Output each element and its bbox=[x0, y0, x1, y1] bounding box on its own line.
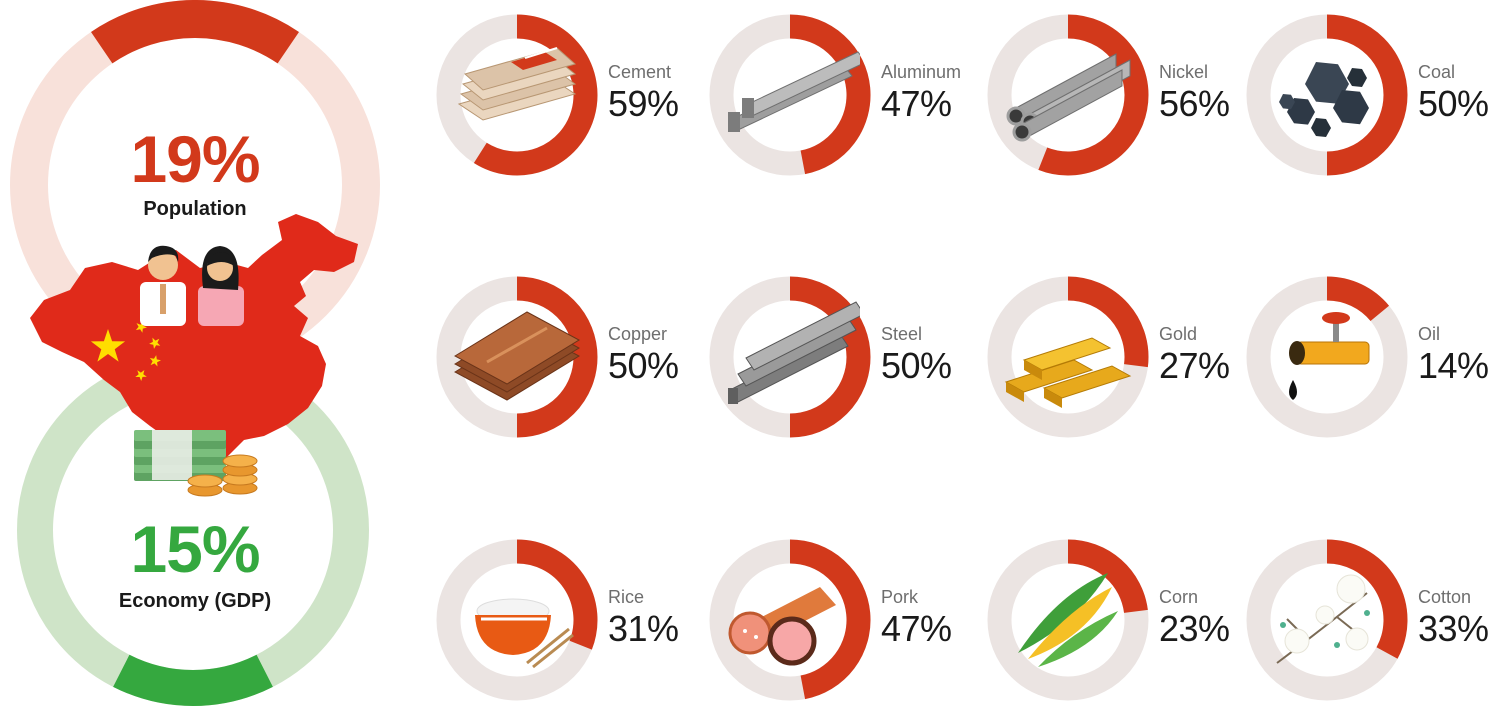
copper-percent: 50% bbox=[608, 345, 679, 386]
china-share-panel: 19% Population 15% Economy (GDP) bbox=[0, 0, 400, 707]
gold-share-arc bbox=[1067, 276, 1149, 368]
copper-donut bbox=[436, 276, 598, 438]
pork-share-arc bbox=[789, 539, 871, 700]
cement-share-arc bbox=[473, 14, 598, 176]
commodity-tile-nickel: Nickel 56% bbox=[983, 10, 1253, 180]
commodity-tile-aluminum: Aluminum 47% bbox=[705, 10, 975, 180]
oil-donut bbox=[1246, 276, 1408, 438]
cotton-percent: 33% bbox=[1418, 608, 1489, 649]
gold-bars-icon bbox=[1004, 337, 1132, 408]
steel-label: Steel bbox=[881, 324, 923, 344]
population-label: Population bbox=[143, 198, 247, 220]
commodity-tile-oil: Oil 14% bbox=[1242, 272, 1506, 442]
steel-beams-icon bbox=[728, 301, 860, 404]
nickel-label: Nickel bbox=[1159, 62, 1209, 82]
steel-share-arc bbox=[789, 276, 871, 438]
cement-bags-icon bbox=[457, 47, 577, 121]
steel-donut bbox=[709, 276, 871, 438]
aluminum-donut bbox=[709, 14, 871, 176]
commodity-tile-cotton: Cotton 33% bbox=[1242, 535, 1506, 705]
population-stat: 19% Population bbox=[0, 126, 390, 221]
population-ring-fill bbox=[91, 0, 299, 64]
cotton-donut bbox=[1246, 539, 1408, 701]
pork-donut bbox=[709, 539, 871, 701]
corn-share-arc bbox=[1067, 539, 1148, 614]
aluminum-percent: 47% bbox=[881, 83, 952, 124]
population-value: 19% bbox=[130, 122, 260, 196]
copper-share-arc bbox=[516, 276, 598, 438]
gdp-ring-fill bbox=[113, 654, 273, 706]
gold-label: Gold bbox=[1159, 324, 1198, 344]
commodity-tile-rice: Rice 31% bbox=[432, 535, 702, 705]
coal-percent: 50% bbox=[1418, 83, 1489, 124]
rice-bowl-icon bbox=[475, 598, 574, 669]
gold-donut bbox=[987, 276, 1149, 438]
aluminum-share-arc bbox=[789, 14, 871, 175]
cement-label: Cement bbox=[608, 62, 672, 82]
commodity-tile-corn: Corn 23% bbox=[983, 535, 1253, 705]
commodity-tile-pork: Pork 47% bbox=[705, 535, 975, 705]
coal-share-arc bbox=[1326, 14, 1408, 176]
rice-percent: 31% bbox=[608, 608, 679, 649]
cotton-label: Cotton bbox=[1418, 587, 1472, 607]
man-figure-icon bbox=[140, 245, 186, 326]
corn-percent: 23% bbox=[1159, 608, 1230, 649]
commodity-tile-cement: Cement 59% bbox=[432, 10, 702, 180]
cement-donut bbox=[436, 14, 598, 176]
cement-percent: 59% bbox=[608, 83, 679, 124]
rice-label: Rice bbox=[608, 587, 645, 607]
cotton-share-arc bbox=[1326, 539, 1408, 659]
oil-label: Oil bbox=[1418, 324, 1440, 344]
pork-percent: 47% bbox=[881, 608, 952, 649]
nickel-share-arc bbox=[1038, 14, 1149, 176]
cotton-icon bbox=[1276, 574, 1370, 664]
rice-share-arc bbox=[516, 539, 598, 650]
gdp-label: Economy (GDP) bbox=[118, 590, 272, 612]
oil-share-arc bbox=[1326, 276, 1390, 322]
coal-label: Coal bbox=[1418, 62, 1456, 82]
pork-label: Pork bbox=[881, 587, 919, 607]
oil-valve-icon bbox=[1289, 312, 1370, 400]
nickel-percent: 56% bbox=[1159, 83, 1230, 124]
copper-sheets-icon bbox=[453, 311, 581, 401]
steel-percent: 50% bbox=[881, 345, 952, 386]
aluminum-label: Aluminum bbox=[881, 62, 962, 82]
nickel-pipes-icon bbox=[1006, 53, 1131, 142]
copper-label: Copper bbox=[608, 324, 668, 344]
commodity-tile-gold: Gold 27% bbox=[983, 272, 1253, 442]
commodity-tile-copper: Copper 50% bbox=[432, 272, 702, 442]
nickel-donut bbox=[987, 14, 1149, 176]
gdp-stat: 15% Economy (GDP) bbox=[0, 516, 390, 613]
rice-donut bbox=[436, 539, 598, 701]
corn-label: Corn bbox=[1159, 587, 1199, 607]
coal-donut bbox=[1246, 14, 1408, 176]
coins-icon bbox=[187, 454, 258, 497]
china-flag-stars-icon bbox=[90, 321, 161, 381]
gold-percent: 27% bbox=[1159, 345, 1230, 386]
pork-sausage-icon bbox=[728, 587, 836, 666]
commodity-tile-coal: Coal 50% bbox=[1242, 10, 1506, 180]
gdp-value: 15% bbox=[130, 512, 260, 586]
woman-figure-icon bbox=[198, 246, 244, 326]
commodity-tile-steel: Steel 50% bbox=[705, 272, 975, 442]
oil-percent: 14% bbox=[1418, 345, 1489, 386]
coal-icon bbox=[1279, 62, 1369, 137]
china-share-graphic bbox=[10, 0, 380, 706]
aluminum-bars-icon bbox=[728, 51, 860, 132]
corn-icon bbox=[1018, 573, 1118, 667]
corn-donut bbox=[987, 539, 1149, 701]
china-map-icon bbox=[30, 214, 358, 458]
